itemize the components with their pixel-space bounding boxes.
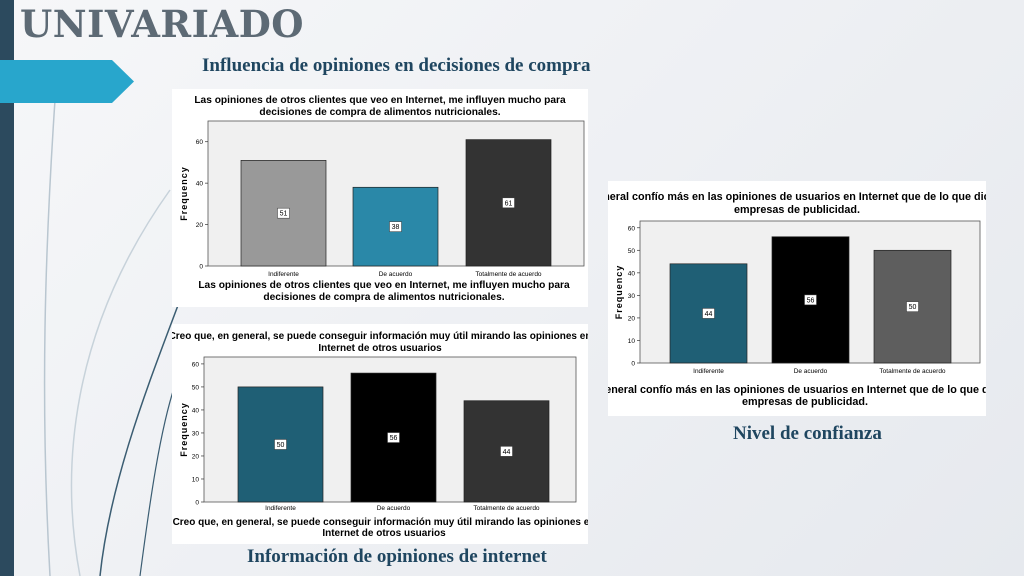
chart-svg: Las opiniones de otros clientes que veo … — [179, 95, 585, 303]
chart-influencia: Las opiniones de otros clientes que veo … — [172, 89, 588, 307]
x-tick-label: Totalmente de acuerdo — [475, 271, 542, 278]
slide-title: UNIVARIADO — [20, 2, 305, 46]
data-label: 50 — [277, 442, 285, 449]
chart-informacion: Creo que, en general, se puede conseguir… — [172, 324, 588, 544]
data-label-box — [389, 221, 402, 232]
x-axis-label-line: Creo que, en general, se puede conseguir… — [173, 517, 588, 528]
data-label: 44 — [503, 449, 511, 456]
y-tick-label: 40 — [192, 407, 200, 414]
data-label-box — [804, 294, 817, 306]
x-axis-label-line: Internet de otros usuarios — [322, 528, 446, 539]
subtitle-top: Influencia de opiniones en decisiones de… — [202, 55, 591, 76]
y-tick-label: 0 — [631, 361, 635, 368]
x-axis-label-line: decisiones de compra de alimentos nutric… — [263, 292, 504, 303]
data-label-box — [702, 308, 715, 319]
x-axis-label-line: Las opiniones de otros clientes que veo … — [198, 280, 570, 291]
data-label: 56 — [807, 297, 815, 304]
y-tick-label: 50 — [192, 384, 200, 391]
y-tick-label: 50 — [628, 248, 636, 255]
chart-title-line: decisiones de compra de alimentos nutric… — [259, 107, 500, 118]
data-label: 38 — [392, 224, 400, 231]
subtitle-bottom: Información de opiniones de internet — [247, 546, 547, 567]
y-tick-label: 0 — [199, 264, 203, 271]
y-tick-label: 60 — [192, 361, 200, 368]
x-tick-label: Indiferente — [268, 271, 299, 278]
y-tick-label: 0 — [195, 500, 199, 507]
x-tick-label: De acuerdo — [379, 271, 413, 278]
x-tick-label: De acuerdo — [794, 368, 828, 375]
data-label-box — [500, 446, 513, 457]
data-label-box — [906, 301, 919, 312]
y-tick-label: 10 — [192, 476, 200, 483]
data-label: 44 — [705, 311, 713, 318]
data-label: 61 — [505, 200, 513, 207]
x-tick-label: Totalmente de acuerdo — [473, 505, 540, 512]
y-tick-label: 20 — [628, 315, 636, 322]
x-axis-label-line: En general confío más en las opiniones d… — [608, 384, 986, 396]
chart-svg: En general confío más en las opiniones d… — [608, 191, 986, 408]
chart-title-line: En general confío más en las opiniones d… — [608, 191, 986, 203]
data-label-box — [502, 197, 515, 209]
y-axis-label: Frequency — [179, 402, 189, 457]
accent-arrow-shape — [0, 60, 134, 103]
data-label-box — [274, 439, 287, 450]
y-tick-label: 60 — [196, 139, 204, 146]
x-axis-label-line: empresas de publicidad. — [742, 396, 868, 408]
x-tick-label: De acuerdo — [377, 505, 411, 512]
subtitle-right: Nivel de confianza — [733, 423, 882, 444]
x-tick-label: Indiferente — [265, 505, 296, 512]
y-tick-label: 40 — [196, 181, 204, 188]
chart-title-line: Creo que, en general, se puede conseguir… — [172, 331, 588, 342]
y-tick-label: 40 — [628, 270, 636, 277]
data-label-box — [277, 207, 290, 219]
y-tick-label: 30 — [628, 293, 636, 300]
y-tick-label: 60 — [628, 225, 636, 232]
y-tick-label: 10 — [628, 338, 636, 345]
y-tick-label: 20 — [196, 222, 204, 229]
y-tick-label: 20 — [192, 453, 200, 460]
chart-title-line: Las opiniones de otros clientes que veo … — [194, 95, 566, 106]
x-tick-label: Indiferente — [693, 368, 724, 375]
left-accent-bar — [0, 0, 14, 576]
data-label-box — [387, 432, 400, 443]
chart-svg: Creo que, en general, se puede conseguir… — [172, 331, 588, 539]
chart-confianza: En general confío más en las opiniones d… — [608, 181, 986, 416]
x-tick-label: Totalmente de acuerdo — [879, 368, 946, 375]
data-label: 51 — [280, 211, 288, 218]
chart-title-line: empresas de publicidad. — [734, 204, 860, 216]
decorative-lines — [43, 99, 181, 576]
y-axis-label: Frequency — [179, 166, 189, 221]
chart-title-line: Internet de otros usuarios — [318, 343, 442, 354]
data-label: 50 — [909, 304, 917, 311]
y-tick-label: 30 — [192, 430, 200, 437]
data-label: 56 — [390, 435, 398, 442]
y-axis-label: Frequency — [614, 265, 624, 320]
